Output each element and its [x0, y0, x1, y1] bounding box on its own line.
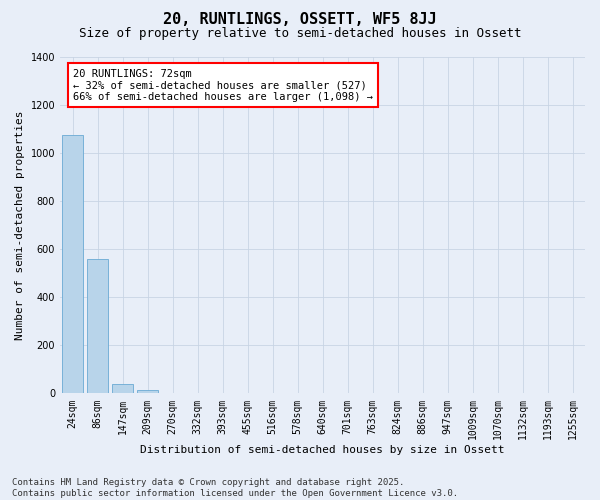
- Bar: [112, 384, 133, 394]
- Bar: [87, 260, 108, 394]
- Text: Contains HM Land Registry data © Crown copyright and database right 2025.
Contai: Contains HM Land Registry data © Crown c…: [12, 478, 458, 498]
- Bar: [137, 390, 158, 394]
- Text: Size of property relative to semi-detached houses in Ossett: Size of property relative to semi-detach…: [79, 28, 521, 40]
- Text: 20 RUNTLINGS: 72sqm
← 32% of semi-detached houses are smaller (527)
66% of semi-: 20 RUNTLINGS: 72sqm ← 32% of semi-detach…: [73, 68, 373, 102]
- Bar: [62, 134, 83, 394]
- Text: 20, RUNTLINGS, OSSETT, WF5 8JJ: 20, RUNTLINGS, OSSETT, WF5 8JJ: [163, 12, 437, 28]
- X-axis label: Distribution of semi-detached houses by size in Ossett: Distribution of semi-detached houses by …: [140, 445, 505, 455]
- Y-axis label: Number of semi-detached properties: Number of semi-detached properties: [15, 110, 25, 340]
